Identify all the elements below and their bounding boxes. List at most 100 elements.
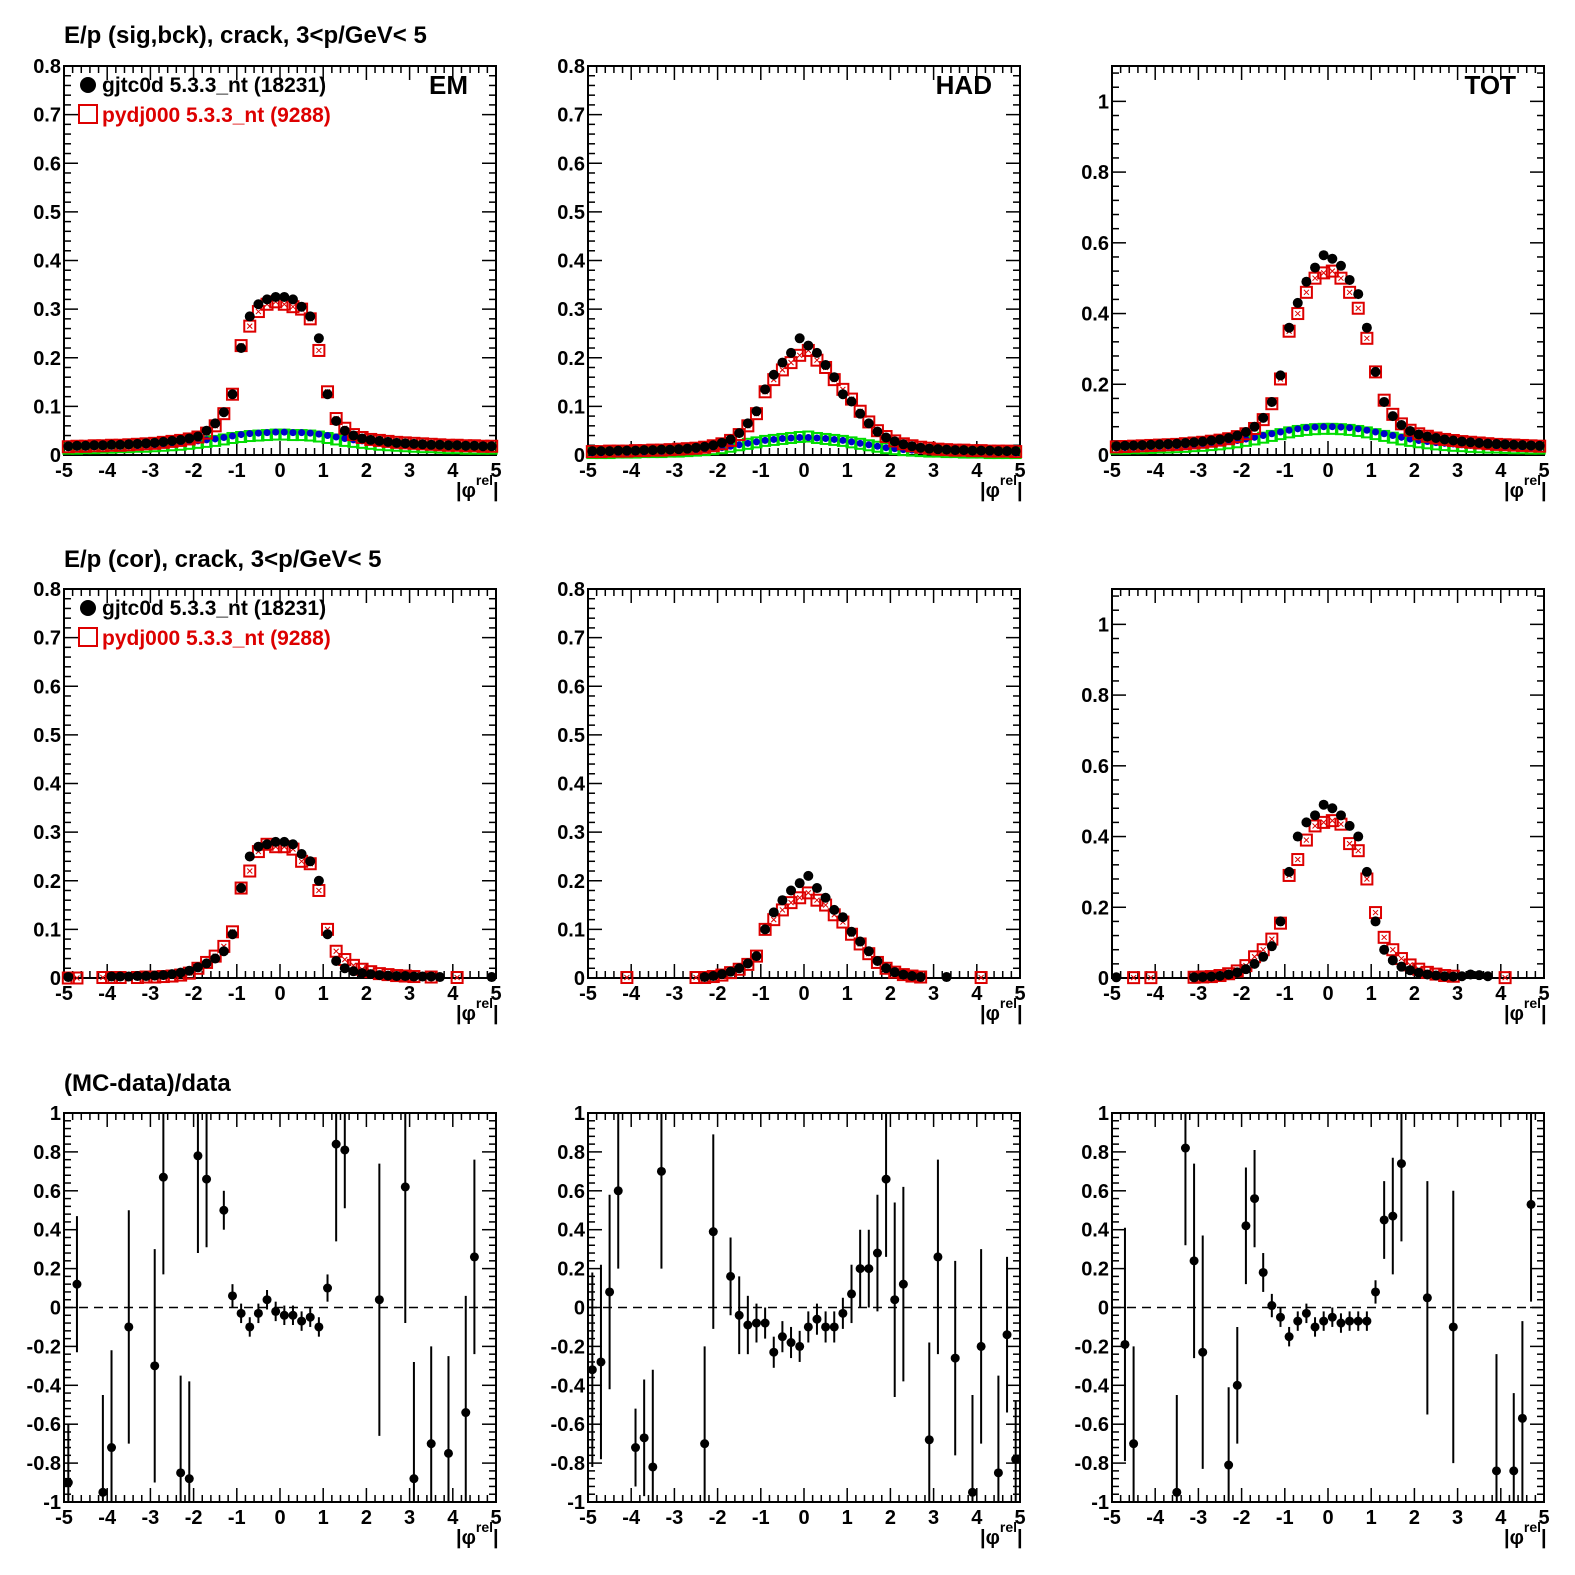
mc-point-cross <box>255 308 262 315</box>
x-tick-label: 4 <box>1495 460 1507 482</box>
bck-data-point <box>246 430 254 438</box>
x-tick-label: -1 <box>228 460 246 482</box>
ratio-point <box>323 1283 333 1293</box>
data-point <box>348 430 359 441</box>
x-tick-label: 1 <box>1366 460 1377 482</box>
x-axis-label-main: |φ <box>1504 1003 1524 1025</box>
data-point <box>115 971 126 982</box>
bck-mc-point <box>862 439 875 452</box>
data-point <box>863 946 874 957</box>
x-tick-label: 0 <box>274 983 285 1005</box>
x-tick-label: 3 <box>404 983 415 1005</box>
panel-3: -5 -4 -3 -2 -1 0 1 2 3 4 5 0 0.2 0.4 0.6 0.8 1 |φrel| TOT <box>1081 65 1550 502</box>
x-tick-label: -5 <box>1103 1507 1121 1529</box>
x-tick-label: 5 <box>490 1507 501 1529</box>
y-tick-label: -0.8 <box>1075 1453 1109 1475</box>
legend: gjtc0d 5.3.3_nt (18231) pydj000 5.3.3_nt … <box>78 597 331 650</box>
y-tick-label: -1 <box>567 1492 585 1514</box>
mc-point-cross <box>246 323 253 329</box>
mc-point <box>801 886 815 900</box>
data-point <box>348 966 359 977</box>
mc-point <box>749 949 763 963</box>
ratio-point <box>605 1287 615 1297</box>
data-point <box>811 347 822 358</box>
ratio-point <box>1509 1466 1519 1476</box>
y-tick-label: 0.4 <box>557 1220 586 1242</box>
y-tick-label: -0.2 <box>551 1336 585 1358</box>
data-point <box>1448 435 1459 446</box>
data-point <box>331 415 342 426</box>
data-point <box>244 851 255 862</box>
data-point <box>1310 262 1321 273</box>
mc-point-cross <box>74 975 80 981</box>
mc-point-cross <box>341 956 348 963</box>
data-point <box>167 435 177 446</box>
x-tick-label: -3 <box>666 1507 684 1529</box>
x-tick-label: 1 <box>1366 983 1377 1005</box>
data-point <box>1396 419 1407 430</box>
bck-data-point <box>211 435 219 443</box>
y-tick-label: -0.2 <box>27 1336 61 1358</box>
ratio-point <box>924 1435 934 1445</box>
data-point <box>89 440 100 451</box>
bck-mc-point <box>759 434 772 447</box>
y-tick-label: -0.8 <box>27 1453 61 1475</box>
data-point <box>391 971 402 982</box>
data-point <box>855 408 866 419</box>
x-axis-label-end: | <box>493 1003 499 1025</box>
data-point <box>1448 971 1459 982</box>
x-axis: -5 -4 -3 -2 -1 0 1 2 3 4 5 <box>55 589 502 1005</box>
data-point <box>1189 437 1200 448</box>
y-tick-label: 0.6 <box>1081 756 1109 778</box>
data-point <box>296 301 307 312</box>
x-tick-label: -3 <box>142 983 160 1005</box>
data-point <box>331 955 342 966</box>
y-axis: 0 0.1 0.2 0.3 0.4 0.5 0.6 0.7 0.8 <box>33 56 496 467</box>
data-point <box>1431 970 1441 981</box>
mc-point-cross <box>1260 946 1267 953</box>
ratio-point <box>812 1314 822 1324</box>
data-point <box>742 418 753 429</box>
ratio-point <box>288 1310 298 1320</box>
data-point <box>794 333 805 344</box>
data-point <box>158 970 169 981</box>
data-point <box>175 967 186 978</box>
x-tick-label: 3 <box>928 983 939 1005</box>
x-tick-label: 3 <box>1452 460 1463 482</box>
data-point <box>374 435 385 446</box>
mc-point-cross <box>1329 817 1336 824</box>
mc-point <box>1351 301 1365 315</box>
ratio-point <box>107 1443 117 1453</box>
ratio-point <box>743 1320 753 1330</box>
ratio-point <box>253 1308 263 1318</box>
y-tick-label: 0.2 <box>557 1259 585 1281</box>
ratio-point <box>1310 1322 1320 1332</box>
y-tick-label: 0.3 <box>557 299 585 321</box>
data-point <box>1396 961 1407 972</box>
x-axis-label-sup: rel <box>1000 995 1017 1011</box>
y-tick-label: 0 <box>574 1298 585 1320</box>
data-point <box>958 445 969 456</box>
ratio-point <box>1267 1301 1277 1311</box>
x-axis-label-sup: rel <box>1000 472 1017 488</box>
mc-point <box>1498 971 1512 985</box>
ratio-point <box>648 1462 658 1472</box>
x-tick-label: 4 <box>971 460 983 482</box>
y-tick-label: -0.6 <box>551 1414 585 1436</box>
y-tick-label: -0.4 <box>1075 1375 1110 1397</box>
data-point <box>391 437 402 448</box>
data-point <box>253 299 264 310</box>
mc-point <box>1351 844 1365 858</box>
data-point <box>1465 969 1476 980</box>
data-point <box>829 372 840 383</box>
data-point <box>1266 941 1277 952</box>
y-tick-label: 0.8 <box>557 1142 585 1164</box>
data-point <box>1197 436 1208 447</box>
data-point <box>1206 435 1217 446</box>
ratio-point <box>734 1310 744 1320</box>
y-tick-label: 0.8 <box>33 579 61 601</box>
data-point <box>786 347 797 358</box>
x-axis: -5 -4 -3 -2 -1 0 1 2 3 4 5 <box>1103 1113 1550 1529</box>
data-point <box>699 972 710 983</box>
ratio-point <box>1241 1221 1251 1231</box>
